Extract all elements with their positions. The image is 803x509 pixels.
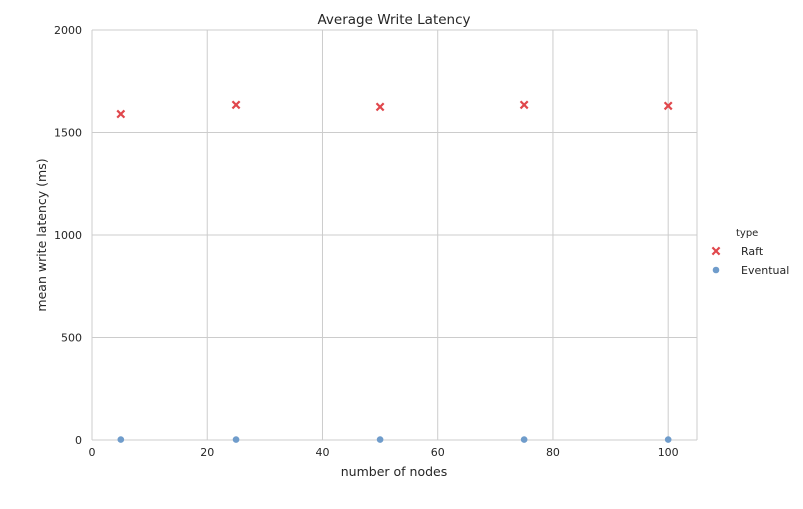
legend-label-raft: Raft	[741, 245, 764, 258]
x-tick-label: 60	[431, 446, 445, 459]
y-tick-label: 0	[75, 434, 82, 447]
chart-title: Average Write Latency	[317, 12, 470, 28]
x-tick-label: 20	[200, 446, 214, 459]
raft-point-stroke	[116, 109, 126, 119]
raft-point	[116, 109, 126, 119]
x-tick-label: 100	[658, 446, 679, 459]
legend-marker-eventual	[712, 266, 720, 274]
y-tick-label: 1000	[54, 229, 82, 242]
eventual-point	[664, 436, 672, 443]
x-axis-label: number of nodes	[341, 464, 448, 479]
eventual-point	[520, 436, 528, 443]
y-axis-label: mean write latency (ms)	[34, 158, 49, 311]
raft-point	[519, 100, 529, 110]
raft-point	[375, 102, 385, 112]
data-points	[116, 100, 673, 443]
legend-label-eventual: Eventual	[741, 264, 789, 277]
eventual-point	[117, 436, 125, 443]
raft-point	[231, 100, 241, 110]
eventual-point	[376, 436, 384, 443]
x-tick-label: 40	[315, 446, 329, 459]
raft-point-stroke	[375, 102, 385, 112]
legend-marker-raft	[711, 246, 721, 256]
eventual-point	[232, 436, 240, 443]
raft-point-stroke	[231, 100, 241, 110]
y-tick-label: 1500	[54, 127, 82, 140]
grid	[91, 29, 698, 441]
y-tick-label: 500	[61, 332, 82, 345]
legend: type Raft Eventual	[711, 228, 789, 277]
x-tick-label: 80	[546, 446, 560, 459]
legend-marker-raft-stroke	[711, 246, 721, 256]
y-tick-label: 2000	[54, 24, 82, 37]
raft-point	[663, 101, 673, 111]
x-tick-label: 0	[89, 446, 96, 459]
raft-point-stroke	[519, 100, 529, 110]
legend-title: type	[736, 228, 758, 239]
raft-point-stroke	[663, 101, 673, 111]
